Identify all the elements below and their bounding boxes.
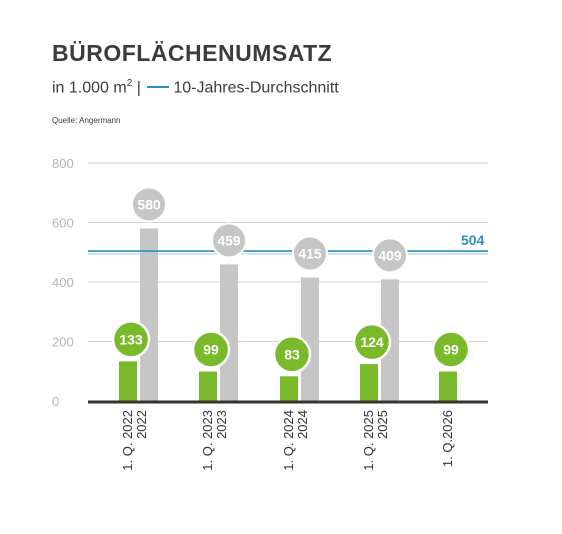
q1-value-label: 83 (284, 346, 300, 362)
q1-value-bubble (191, 330, 231, 369)
year-bar (301, 277, 319, 401)
q1-bar (119, 361, 137, 401)
unit-label: in 1.000 m (52, 79, 127, 97)
year-value-label: 409 (378, 247, 402, 263)
x-category-label: 1. Q. 2024 (281, 410, 296, 471)
chart-title: BÜROFLÄCHENUMSATZ (52, 40, 333, 66)
q1-bar (439, 371, 457, 401)
q1-bar (199, 371, 217, 401)
unit-superscript: 2 (126, 78, 133, 89)
q1-value-bubble (272, 335, 312, 374)
source-note: Quelle: Angermann (52, 116, 121, 125)
x-category-label: 2024 (295, 410, 310, 439)
q1-value-label: 99 (443, 342, 459, 358)
average-legend-label: 10-Jahres-Durchschnitt (173, 79, 339, 97)
year-value-label: 580 (137, 196, 161, 212)
chart-subtitle: in 1.000 m2 | 10-Jahres-Durchschnitt (52, 78, 339, 97)
x-category-label: 2022 (134, 410, 149, 439)
year-bar (140, 228, 158, 401)
average-value-label: 504 (461, 232, 485, 248)
q1-value-label: 99 (203, 342, 219, 358)
average-legend-line (147, 86, 170, 89)
y-tick-label: 600 (52, 216, 74, 231)
year-value-bubble (131, 186, 167, 223)
q1-value-label: 133 (119, 331, 143, 347)
x-category-label: 1. Q. 2023 (200, 410, 215, 471)
x-category-label: 2025 (375, 410, 390, 439)
year-value-bubble (292, 235, 328, 272)
y-tick-label: 400 (52, 275, 74, 290)
q1-bar (280, 376, 298, 401)
x-category-label: 1. Q. 2022 (120, 410, 135, 471)
year-value-bubble (211, 222, 247, 259)
q1-value-bubble (111, 320, 151, 359)
x-category-label: 2023 (214, 410, 229, 439)
q1-value-bubble (352, 322, 392, 362)
year-value-label: 459 (217, 232, 241, 248)
x-category-label: 1. Q. 2025 (361, 410, 376, 471)
y-tick-label: 800 (52, 156, 74, 171)
q1-bar (360, 364, 378, 401)
subtitle-separator: | (132, 79, 141, 97)
q1-value-bubble (431, 330, 471, 369)
year-value-label: 415 (298, 246, 322, 262)
q1-value-label: 124 (360, 334, 384, 350)
year-value-bubble (372, 237, 408, 274)
y-tick-label: 0 (52, 394, 59, 409)
year-bar (220, 264, 238, 401)
y-tick-label: 200 (52, 335, 74, 350)
x-category-label: 1. Q.2026 (440, 410, 455, 467)
